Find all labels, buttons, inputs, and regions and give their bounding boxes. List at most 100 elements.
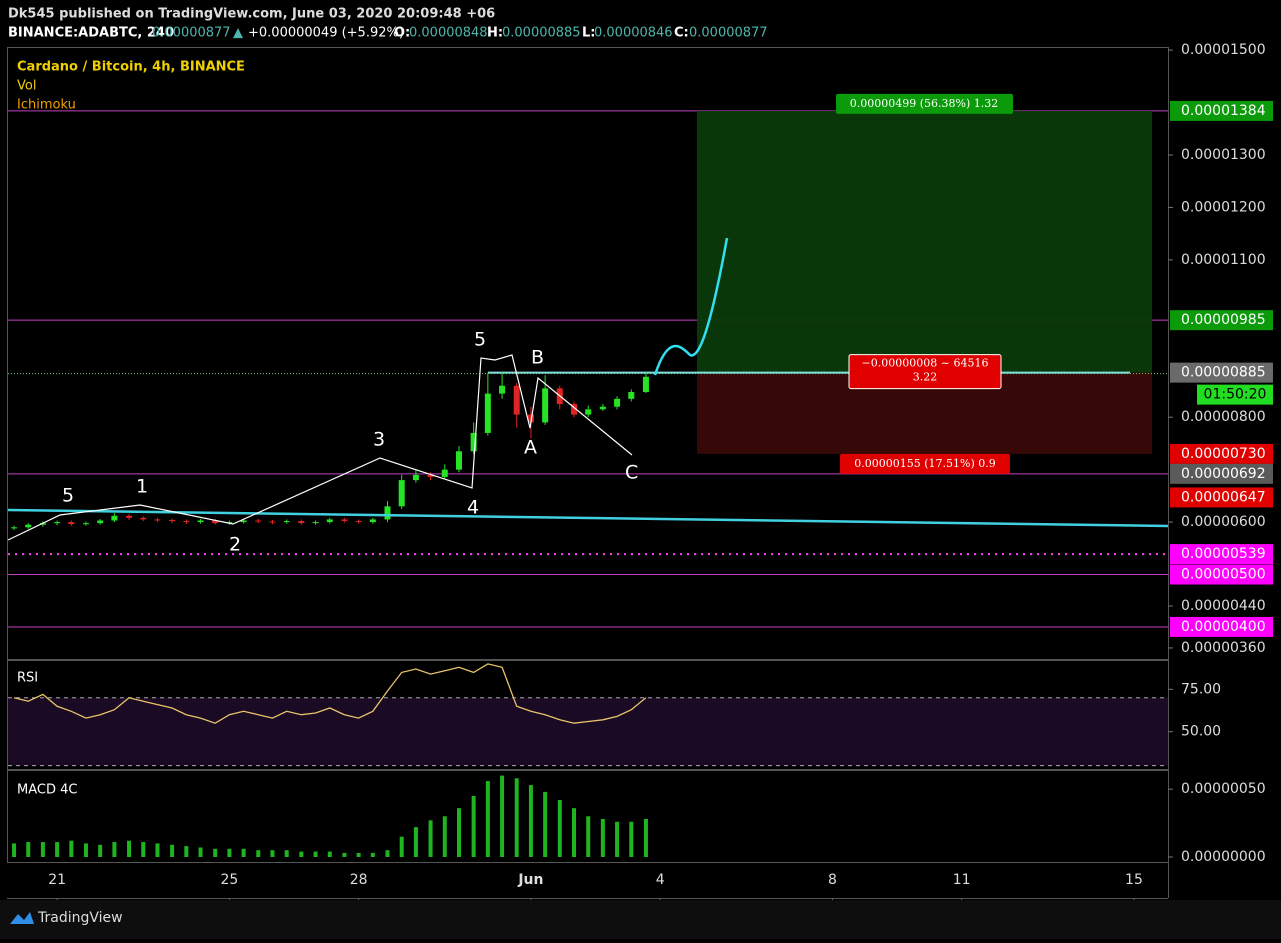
target-label-box bbox=[836, 93, 1013, 114]
open-value: 0.00000848 bbox=[409, 26, 488, 41]
target-label: 0.00000499 (56.38%) 1.32 bbox=[850, 97, 999, 110]
macd-bar bbox=[55, 842, 60, 857]
price-badge-label: 0.00000500 bbox=[1181, 567, 1266, 583]
candle-body bbox=[542, 388, 549, 423]
candle-body bbox=[441, 469, 448, 477]
x-tick-label: 4 bbox=[656, 872, 665, 888]
countdown: 01:50:20 bbox=[1204, 387, 1267, 403]
candle-body bbox=[585, 409, 592, 415]
candle-body bbox=[240, 520, 247, 523]
candle-body bbox=[283, 521, 290, 523]
macd-bar bbox=[428, 820, 433, 857]
entry-label: 3.22 bbox=[913, 371, 938, 384]
macd-bar bbox=[543, 791, 548, 857]
rsi-band bbox=[8, 697, 1168, 766]
candle-body bbox=[255, 520, 262, 522]
candle-body bbox=[628, 392, 635, 399]
price-badge-label: 0.00000400 bbox=[1181, 619, 1266, 635]
candle-body bbox=[398, 480, 405, 507]
x-tick-label: 28 bbox=[350, 872, 368, 888]
macd-bar bbox=[528, 785, 533, 857]
x-tick-label: 25 bbox=[220, 872, 238, 888]
wave-label: A bbox=[524, 437, 537, 459]
y-tick-label: 0.00000050 bbox=[1181, 781, 1266, 797]
candle-body bbox=[412, 474, 419, 481]
macd-bar bbox=[327, 851, 332, 857]
macd-bar bbox=[471, 795, 476, 857]
y-tick-label: 0.00001500 bbox=[1181, 42, 1266, 58]
candle-body bbox=[126, 515, 133, 518]
macd-bar bbox=[83, 843, 88, 857]
footer bbox=[0, 900, 1281, 939]
candle-body bbox=[312, 522, 319, 524]
stop-label: 0.00000155 (17.51%) 0.9 bbox=[854, 457, 996, 470]
candle-body bbox=[298, 521, 305, 524]
countdown-badge bbox=[1197, 384, 1273, 405]
rsi-title: RSI bbox=[17, 671, 38, 686]
candle-body bbox=[614, 398, 621, 407]
close-label: C: bbox=[674, 26, 689, 41]
wave-label: 2 bbox=[229, 534, 241, 556]
macd-bar bbox=[442, 816, 447, 857]
y-tick-label: 0.00000800 bbox=[1181, 409, 1266, 425]
candle-body bbox=[212, 520, 219, 524]
macd-title: MACD 4C bbox=[17, 783, 77, 798]
macd-bar bbox=[98, 844, 103, 857]
macd-bar bbox=[270, 850, 275, 857]
open-label: O: bbox=[394, 26, 410, 41]
macd-bar bbox=[456, 808, 461, 857]
candle-body bbox=[140, 517, 147, 520]
price-badge bbox=[1170, 463, 1273, 484]
price-badge bbox=[1170, 443, 1273, 464]
y-tick-label: 0.00001100 bbox=[1181, 252, 1266, 268]
candle-body bbox=[642, 376, 649, 393]
macd-bar bbox=[12, 843, 17, 857]
y-tick-label: 0.00000000 bbox=[1181, 849, 1266, 865]
candle-body bbox=[82, 523, 89, 525]
candle-body bbox=[369, 519, 376, 523]
price-badge bbox=[1170, 100, 1273, 121]
macd-bar bbox=[69, 840, 74, 857]
high-value: 0.00000885 bbox=[502, 26, 581, 41]
candle-body bbox=[25, 524, 32, 528]
target-zone bbox=[697, 110, 1152, 373]
price-axis: 0.00001500 0.00001300 0.00001200 0.00001100… bbox=[1168, 42, 1273, 865]
macd-bar bbox=[514, 778, 519, 857]
macd-bar bbox=[256, 850, 261, 857]
y-tick-label: 0.00000600 bbox=[1181, 514, 1266, 530]
macd-bar bbox=[485, 781, 490, 857]
macd-bar bbox=[299, 851, 304, 857]
macd-bar bbox=[600, 819, 605, 857]
macd-bar bbox=[572, 808, 577, 857]
pane-borders bbox=[7, 47, 1169, 899]
candle-body bbox=[197, 520, 204, 523]
macd-bar bbox=[313, 851, 318, 857]
macd-bar bbox=[629, 821, 634, 857]
macd-bar bbox=[615, 821, 620, 857]
trend-line bbox=[7, 508, 1169, 528]
price-badge bbox=[1170, 616, 1273, 637]
brand: TradingView bbox=[37, 910, 123, 926]
x-tick-label: 21 bbox=[48, 872, 66, 888]
wave-label: B bbox=[531, 347, 544, 369]
price-badge-label: 0.00000730 bbox=[1181, 446, 1266, 462]
macd-bar bbox=[413, 827, 418, 857]
macd-bar bbox=[141, 842, 146, 857]
change-arrow: ▲ bbox=[233, 26, 243, 41]
macd-bar bbox=[370, 852, 375, 857]
candle-body bbox=[384, 506, 391, 520]
close-value: 0.00000877 bbox=[689, 26, 768, 41]
chart-title: Cardano / Bitcoin, 4h, BINANCE bbox=[17, 60, 245, 75]
projection-curve bbox=[653, 237, 729, 376]
candle-body bbox=[470, 432, 477, 452]
candle-body bbox=[54, 522, 61, 524]
indicator-label: Ichimoku bbox=[17, 98, 76, 113]
price-badge bbox=[1170, 310, 1273, 331]
candle-body bbox=[455, 451, 462, 470]
wave-label: 5 bbox=[474, 329, 486, 351]
macd-bar bbox=[26, 842, 31, 857]
macd-bar bbox=[399, 836, 404, 857]
candle-body bbox=[269, 521, 276, 523]
symbol: BINANCE:ADABTC, 240 bbox=[8, 26, 174, 41]
